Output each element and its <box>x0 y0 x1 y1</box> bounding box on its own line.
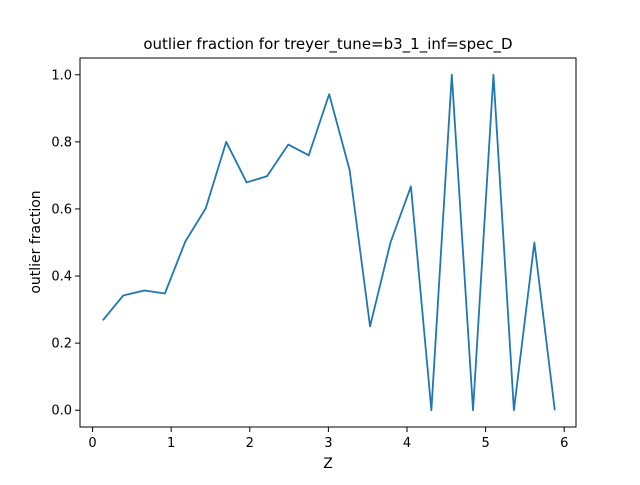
y-axis-label: outlier fraction <box>28 190 44 293</box>
y-axis: 0.0 0.2 0.4 0.6 0.8 1.0 <box>51 68 80 419</box>
x-tick-label: 4 <box>403 436 411 451</box>
y-tick-label: 0.4 <box>51 270 72 285</box>
x-tick-label: 6 <box>560 436 568 451</box>
y-tick-label: 0.6 <box>51 202 72 217</box>
chart-title: outlier fraction for treyer_tune=b3_1_in… <box>143 35 512 54</box>
y-tick-label: 1.0 <box>51 68 72 83</box>
x-axis-label: Z <box>323 456 333 472</box>
x-tick-label: 0 <box>88 436 96 451</box>
y-tick-label: 0.2 <box>51 337 72 352</box>
series-line-0 <box>102 73 556 412</box>
x-tick-label: 2 <box>246 436 254 451</box>
x-tick-label: 5 <box>481 436 489 451</box>
y-tick-label: 0.8 <box>51 135 72 150</box>
y-tick-label: 0.0 <box>51 404 72 419</box>
x-axis: 0 1 2 3 4 5 6 <box>88 427 568 451</box>
plot-area <box>102 73 556 412</box>
x-tick-label: 1 <box>167 436 175 451</box>
x-tick-label: 3 <box>324 436 332 451</box>
axes-frame <box>79 57 577 428</box>
